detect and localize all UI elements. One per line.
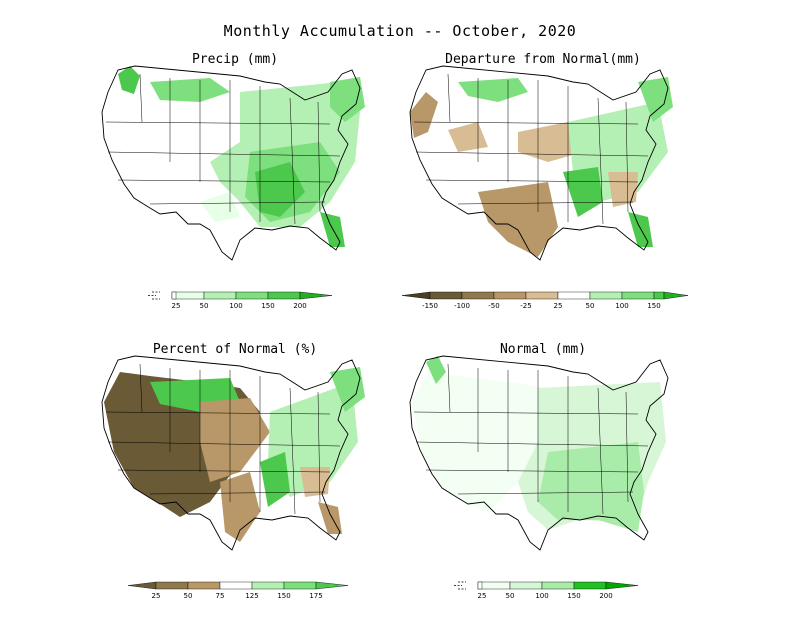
- normal-colorbar: [454, 581, 639, 590]
- precip-tick: 150: [261, 302, 275, 310]
- departure-tick: -150: [422, 302, 438, 310]
- percent-tick: 50: [183, 592, 193, 600]
- precip-colorbar: [148, 291, 333, 300]
- departure-colorbar: [401, 291, 689, 300]
- departure-state-lines: [413, 73, 649, 225]
- normal-tick: 150: [567, 592, 581, 600]
- precip-title: Precip (mm): [191, 52, 279, 67]
- percent-tick: 150: [277, 592, 291, 600]
- percent-state-lines: [105, 363, 341, 515]
- precip-fill-areas: [118, 66, 365, 247]
- percent-legend: 25 50 75 125 150 175: [126, 580, 356, 606]
- departure-us-outline: [409, 65, 669, 261]
- panel-percent: Percent of Normal (%): [90, 342, 380, 572]
- percent-tick: 25: [151, 592, 161, 600]
- percent-tick: 75: [215, 592, 225, 600]
- precip-map: [101, 65, 365, 261]
- normal-us-outline: [409, 355, 669, 551]
- normal-map: [409, 355, 669, 551]
- departure-tick: -50: [488, 302, 500, 310]
- normal-tick: 100: [535, 592, 549, 600]
- precip-us-outline: [101, 65, 361, 261]
- normal-tick: 50: [505, 592, 515, 600]
- percent-tick: 125: [245, 592, 259, 600]
- precip-tick: 50: [199, 302, 209, 310]
- departure-tick: 25: [553, 302, 563, 310]
- departure-title: Departure from Normal(mm): [445, 52, 641, 67]
- panel-normal: Normal (mm): [398, 342, 688, 572]
- normal-tick: 200: [599, 592, 613, 600]
- departure-legend: -150 -100 -50 -25 25 50 100 150: [400, 290, 690, 316]
- departure-tick: -100: [454, 302, 470, 310]
- main-title: Monthly Accumulation -- October, 2020: [223, 22, 577, 40]
- panel-departure: Departure from Normal(mm): [398, 52, 688, 282]
- panel-precip: Precip (mm): [90, 52, 380, 282]
- precip-tick: 100: [229, 302, 243, 310]
- precip-state-lines: [105, 73, 341, 225]
- percent-map: [101, 355, 365, 551]
- precip-legend: 25 50 100 150 200: [146, 290, 336, 316]
- normal-tick: 25: [477, 592, 487, 600]
- departure-tick: 100: [615, 302, 629, 310]
- departure-map: [409, 65, 673, 261]
- departure-tick: 50: [585, 302, 595, 310]
- departure-tick: 150: [647, 302, 661, 310]
- percent-tick: 175: [309, 592, 323, 600]
- normal-legend: 25 50 100 150 200: [452, 580, 642, 606]
- departure-tick: -25: [520, 302, 532, 310]
- precip-tick: 25: [171, 302, 181, 310]
- normal-title: Normal (mm): [499, 342, 587, 357]
- precip-tick: 200: [293, 302, 307, 310]
- percent-colorbar: [127, 581, 349, 590]
- percent-title: Percent of Normal (%): [152, 342, 318, 357]
- normal-state-lines: [413, 363, 649, 515]
- percent-fill-areas: [104, 367, 365, 542]
- percent-us-outline: [101, 355, 361, 551]
